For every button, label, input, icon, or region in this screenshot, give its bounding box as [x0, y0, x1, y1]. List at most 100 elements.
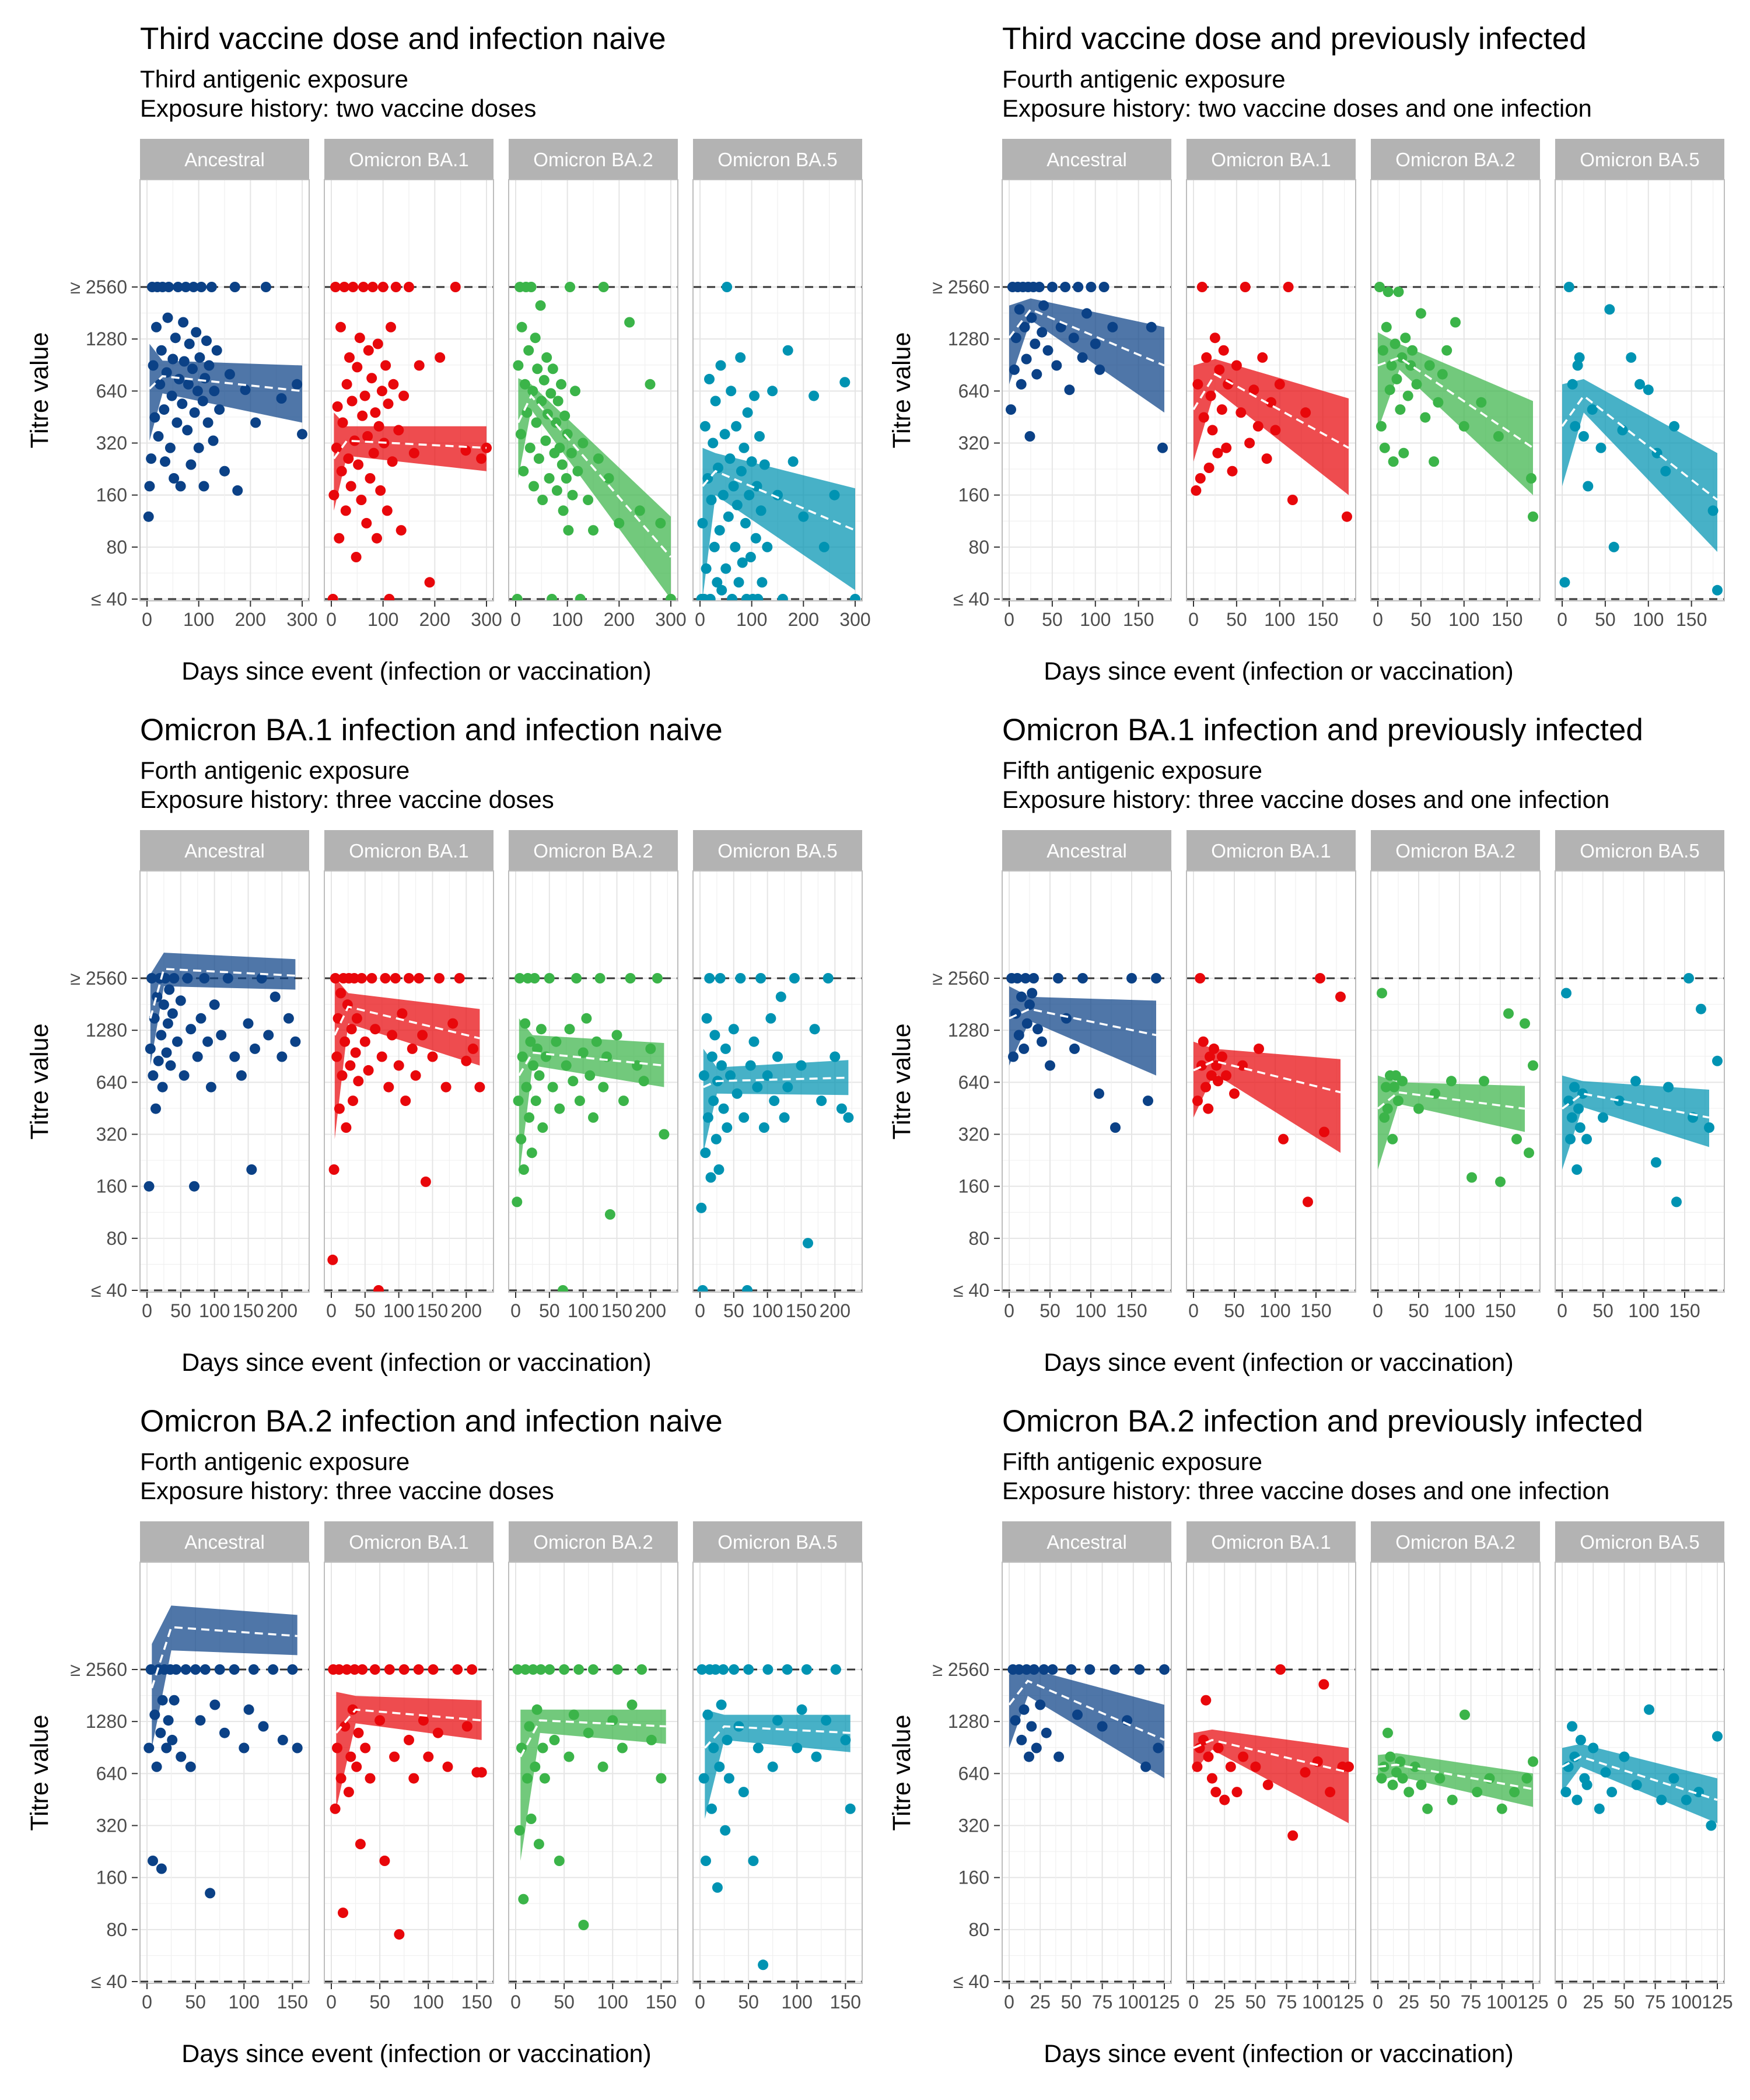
data-point [1619, 1751, 1630, 1762]
panel-marks [512, 282, 676, 601]
data-point [558, 1285, 568, 1292]
data-point [545, 388, 556, 399]
data-point [232, 485, 243, 496]
panel-marks [144, 953, 301, 1192]
data-point [554, 1103, 565, 1114]
data-point [1476, 397, 1487, 408]
x-tick-label: 0 [142, 1300, 152, 1321]
data-point [328, 489, 340, 501]
data-point [148, 360, 159, 371]
data-point [157, 1082, 168, 1093]
data-point [1262, 1779, 1273, 1790]
data-point [1402, 390, 1413, 401]
x-tick-label: 150 [233, 1300, 264, 1321]
data-point [701, 1856, 711, 1866]
data-point [839, 377, 850, 388]
data-point [1574, 1122, 1586, 1133]
data-point [208, 435, 219, 446]
data-point [1212, 447, 1223, 459]
data-point [556, 459, 568, 470]
data-point [830, 1664, 841, 1675]
data-point [1008, 1051, 1019, 1062]
facet-strip [693, 1521, 862, 1562]
y-tick-label: 320 [96, 433, 127, 454]
data-point [563, 525, 574, 536]
data-point [246, 1164, 257, 1175]
y-tick-label: 160 [958, 1867, 989, 1888]
data-point [1205, 390, 1216, 401]
data-point [442, 1761, 453, 1772]
x-tick-label: 0 [1373, 1992, 1383, 2013]
data-point [348, 282, 359, 292]
data-point [204, 360, 215, 371]
data-point [1561, 988, 1572, 999]
data-point [200, 373, 211, 384]
data-point [782, 345, 793, 356]
data-point [428, 1664, 439, 1675]
x-tick-label: 100 [1448, 609, 1479, 630]
data-point [604, 1209, 615, 1220]
data-point [186, 459, 197, 470]
data-point [1630, 1076, 1641, 1087]
data-point [737, 557, 748, 568]
data-point [702, 1709, 713, 1720]
panel-4: Omicron BA.5 0 25 50 75 100 125 [1555, 1521, 1733, 2013]
data-point [1219, 1794, 1230, 1805]
data-point [840, 1734, 851, 1745]
mean-line [1008, 1679, 1165, 1741]
data-point [745, 552, 756, 562]
data-point [1382, 286, 1394, 298]
y-tick-label: 640 [96, 1072, 127, 1093]
panel-4: Omicron BA.5 0 100 200 300 [692, 139, 871, 630]
data-point [710, 1133, 722, 1144]
data-point [1046, 282, 1058, 292]
data-point [1644, 1704, 1654, 1715]
data-point [413, 1664, 424, 1675]
mean-line [518, 1051, 664, 1076]
x-tick-label: 50 [369, 1992, 390, 2013]
data-point [1064, 384, 1075, 396]
panel-marks [1377, 988, 1538, 1187]
data-point [1493, 431, 1504, 442]
data-point [1446, 1076, 1457, 1087]
data-point [722, 282, 733, 292]
panel-4: Omicron BA.5 0 50 100 150 [692, 1521, 863, 2013]
data-point [1472, 1787, 1483, 1798]
data-point [772, 489, 783, 501]
data-point [1595, 442, 1606, 453]
data-point [603, 473, 614, 484]
data-point [1019, 1043, 1030, 1054]
data-point [1387, 1133, 1398, 1144]
mean-line [1193, 1059, 1341, 1094]
y-tick-label: 640 [958, 380, 989, 401]
data-point [1216, 404, 1227, 415]
data-point [1587, 404, 1598, 415]
data-point [618, 1096, 629, 1107]
data-point [1032, 1024, 1043, 1035]
x-tick-label: 200 [788, 609, 819, 630]
x-tick-label: 150 [1669, 1300, 1700, 1321]
data-point [1528, 511, 1538, 522]
data-point [197, 396, 208, 407]
x-tick-label: 0 [1188, 609, 1199, 630]
data-point [357, 1664, 368, 1675]
facet-strip [1555, 830, 1724, 871]
data-point [1393, 286, 1404, 298]
data-point [738, 1787, 749, 1798]
credible-band [1194, 1041, 1340, 1153]
data-point [758, 1959, 769, 1971]
data-point [1704, 1122, 1714, 1133]
data-point [762, 541, 773, 552]
data-point [1010, 332, 1021, 344]
data-point [1434, 1773, 1446, 1784]
x-tick-label: 150 [1300, 1300, 1331, 1321]
data-point [565, 282, 576, 292]
y-tick-label: 160 [96, 1176, 127, 1197]
mean-line [704, 1725, 850, 1749]
data-point [591, 1036, 602, 1047]
data-point [723, 1773, 734, 1784]
data-point [1126, 973, 1137, 984]
data-point [283, 1013, 294, 1024]
data-point [460, 445, 471, 456]
data-point [718, 1664, 729, 1675]
